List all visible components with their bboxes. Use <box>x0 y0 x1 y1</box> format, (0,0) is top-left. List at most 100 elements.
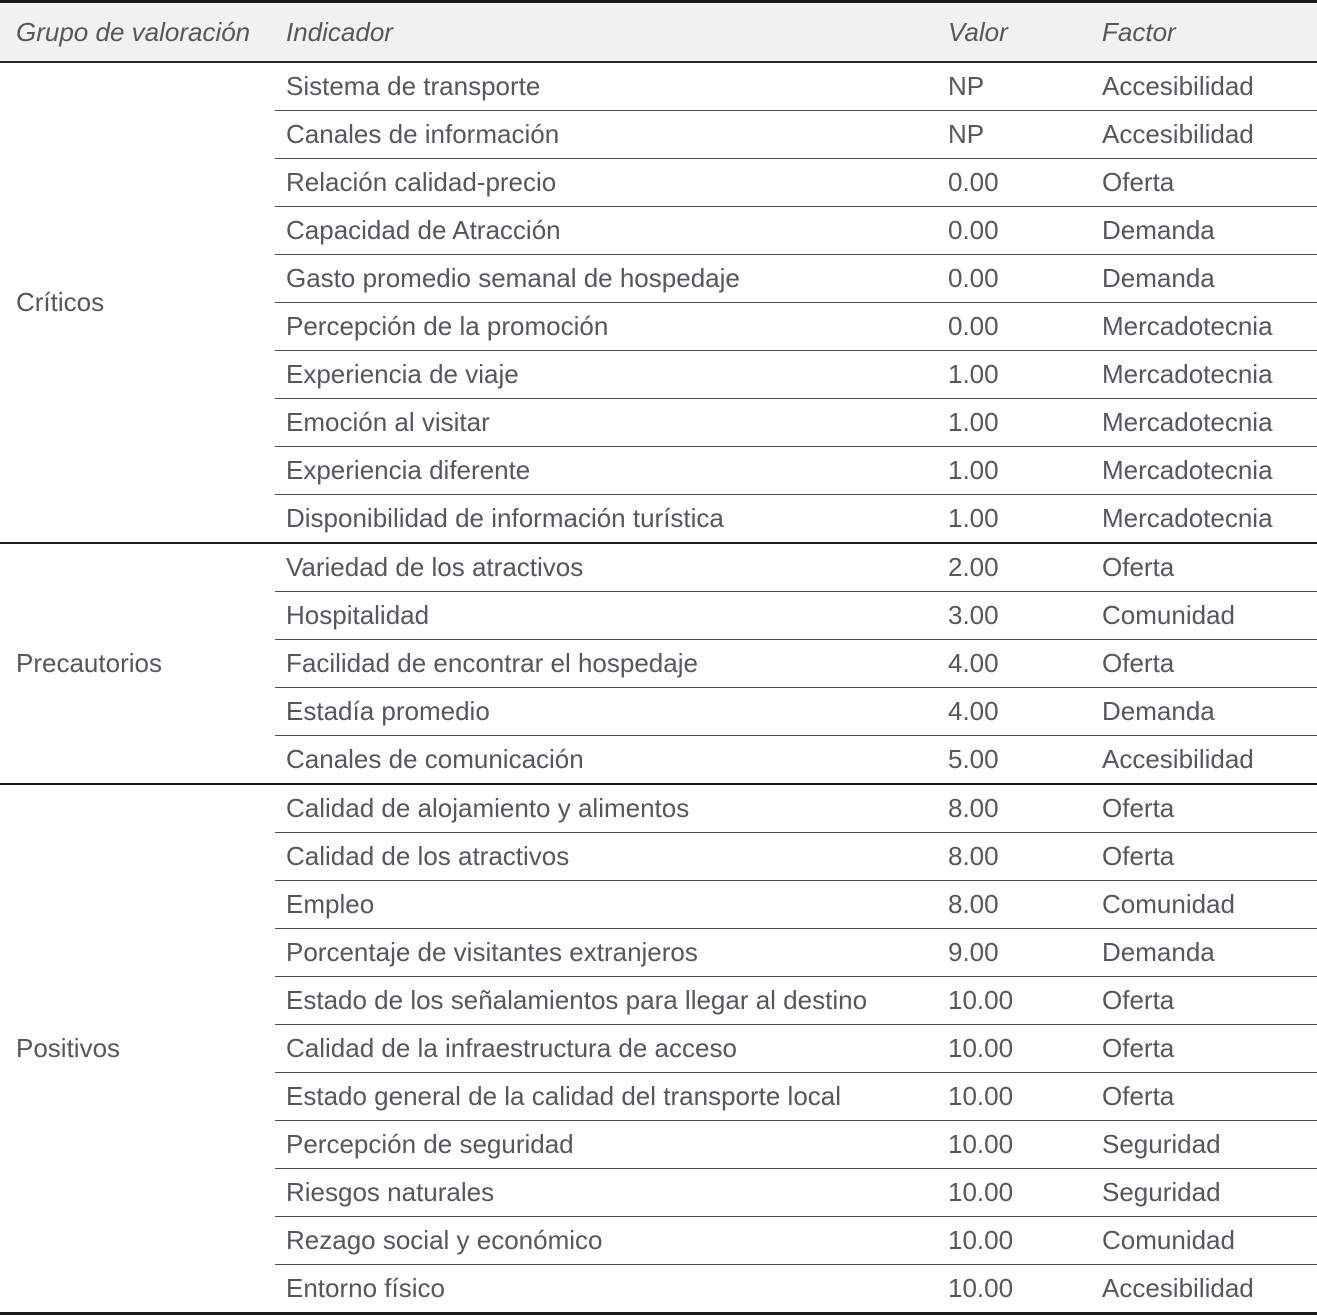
factor-cell: Mercadotecnia <box>1090 446 1317 495</box>
indicator-cell: Porcentaje de visitantes extranjeros <box>275 928 935 977</box>
factor-cell: Mercadotecnia <box>1090 398 1317 447</box>
indicator-cell: Hospitalidad <box>275 591 935 640</box>
factor-cell: Comunidad <box>1090 880 1317 929</box>
table-row: Emoción al visitar 1.00 Mercadotecnia <box>0 398 1317 447</box>
valor-cell: 1.00 <box>935 494 1090 544</box>
factor-cell: Oferta <box>1090 784 1317 833</box>
valor-cell: 10.00 <box>935 1120 1090 1169</box>
table-row: Calidad de los atractivos 8.00 Oferta <box>0 832 1317 881</box>
indicator-cell: Percepción de la promoción <box>275 302 935 351</box>
factor-cell: Comunidad <box>1090 1216 1317 1265</box>
factor-cell: Oferta <box>1090 832 1317 881</box>
table-row: Canales de comunicación 5.00 Accesibilidad <box>0 735 1317 785</box>
group-label-precautorios: Precautorios <box>0 543 275 785</box>
indicator-cell: Estado general de la calidad del transpo… <box>275 1072 935 1121</box>
table-row: Riesgos naturales 10.00 Seguridad <box>0 1168 1317 1217</box>
valor-cell: NP <box>935 62 1090 111</box>
table-row: Positivos Calidad de alojamiento y alimen… <box>0 784 1317 1315</box>
indicator-cell: Disponibilidad de información turística <box>275 494 935 544</box>
indicator-cell: Sistema de transporte <box>275 62 935 111</box>
indicator-cell: Rezago social y económico <box>275 1216 935 1265</box>
table-row: Gasto promedio semanal de hospedaje 0.00 D… <box>0 254 1317 303</box>
group-label-positivos: Positivos <box>0 784 275 1315</box>
indicator-cell: Calidad de alojamiento y alimentos <box>275 784 935 833</box>
indicator-cell: Estado de los señalamientos para llegar … <box>275 976 935 1025</box>
indicator-cell: Experiencia diferente <box>275 446 935 495</box>
column-header-indicador: Indicador <box>275 1 935 63</box>
indicator-cell: Gasto promedio semanal de hospedaje <box>275 254 935 303</box>
factor-cell: Oferta <box>1090 543 1317 592</box>
indicator-cell: Emoción al visitar <box>275 398 935 447</box>
factor-cell: Oferta <box>1090 639 1317 688</box>
valor-cell: 8.00 <box>935 784 1090 833</box>
factor-cell: Mercadotecnia <box>1090 494 1317 544</box>
valor-cell: 0.00 <box>935 206 1090 255</box>
valor-cell: 10.00 <box>935 1168 1090 1217</box>
valor-cell: 5.00 <box>935 735 1090 785</box>
factor-cell: Oferta <box>1090 1072 1317 1121</box>
table-row: Estado general de la calidad del transpo… <box>0 1072 1317 1121</box>
factor-cell: Mercadotecnia <box>1090 350 1317 399</box>
factor-cell: Oferta <box>1090 976 1317 1025</box>
factor-cell: Demanda <box>1090 687 1317 736</box>
table-row: Críticos Sistema de transporte NP Accesibil… <box>0 62 1317 544</box>
indicator-cell: Experiencia de viaje <box>275 350 935 399</box>
valor-cell: NP <box>935 110 1090 159</box>
table-row: Hospitalidad 3.00 Comunidad <box>0 591 1317 640</box>
valor-cell: 10.00 <box>935 1072 1090 1121</box>
indicator-cell: Percepción de seguridad <box>275 1120 935 1169</box>
indicator-cell: Variedad de los atractivos <box>275 543 935 592</box>
factor-cell: Mercadotecnia <box>1090 302 1317 351</box>
indicator-cell: Canales de comunicación <box>275 735 935 785</box>
valor-cell: 2.00 <box>935 543 1090 592</box>
table-row: Rezago social y económico 10.00 Comunidad <box>0 1216 1317 1265</box>
valor-cell: 10.00 <box>935 1024 1090 1073</box>
table-row: Capacidad de Atracción 0.00 Demanda <box>0 206 1317 255</box>
valor-cell: 10.00 <box>935 1264 1090 1315</box>
indicator-cell: Empleo <box>275 880 935 929</box>
factor-cell: Oferta <box>1090 158 1317 207</box>
indicator-cell: Facilidad de encontrar el hospedaje <box>275 639 935 688</box>
valor-cell: 0.00 <box>935 254 1090 303</box>
valor-cell: 4.00 <box>935 687 1090 736</box>
factor-cell: Seguridad <box>1090 1120 1317 1169</box>
table-row: Disponibilidad de información turística 1… <box>0 494 1317 544</box>
indicator-cell: Calidad de la infraestructura de acceso <box>275 1024 935 1073</box>
valor-cell: 10.00 <box>935 1216 1090 1265</box>
valor-cell: 1.00 <box>935 350 1090 399</box>
column-header-factor: Factor <box>1090 1 1317 63</box>
indicator-cell: Relación calidad-precio <box>275 158 935 207</box>
valor-cell: 1.00 <box>935 398 1090 447</box>
table-row: Experiencia de viaje 1.00 Mercadotecnia <box>0 350 1317 399</box>
valor-cell: 1.00 <box>935 446 1090 495</box>
factor-cell: Accesibilidad <box>1090 1264 1317 1315</box>
table-row: Experiencia diferente 1.00 Mercadotecnia <box>0 446 1317 495</box>
table-row: Percepción de la promoción 0.00 Mercadotec… <box>0 302 1317 351</box>
indicator-cell: Canales de información <box>275 110 935 159</box>
valor-cell: 10.00 <box>935 976 1090 1025</box>
factor-cell: Demanda <box>1090 928 1317 977</box>
factor-cell: Comunidad <box>1090 591 1317 640</box>
factor-cell: Oferta <box>1090 1024 1317 1073</box>
indicator-cell: Calidad de los atractivos <box>275 832 935 881</box>
valor-cell: 8.00 <box>935 832 1090 881</box>
table-row: Entorno físico 10.00 Accesibilidad <box>0 1264 1317 1315</box>
table-row: Precautorios Variedad de los atractivos 2.… <box>0 543 1317 785</box>
indicator-cell: Estadía promedio <box>275 687 935 736</box>
valor-cell: 9.00 <box>935 928 1090 977</box>
valor-cell: 0.00 <box>935 158 1090 207</box>
table-header: Grupo de valoración Indicador Valor Fact… <box>0 1 1317 63</box>
indicator-cell: Capacidad de Atracción <box>275 206 935 255</box>
valor-cell: 0.00 <box>935 302 1090 351</box>
factor-cell: Accesibilidad <box>1090 62 1317 111</box>
indicator-cell: Entorno físico <box>275 1264 935 1315</box>
group-label-críticos: Críticos <box>0 62 275 544</box>
table-row: Porcentaje de visitantes extranjeros 9.00… <box>0 928 1317 977</box>
table-row: Canales de información NP Accesibilidad <box>0 110 1317 159</box>
table-row: Calidad de la infraestructura de acceso 1… <box>0 1024 1317 1073</box>
valor-cell: 8.00 <box>935 880 1090 929</box>
table-row: Empleo 8.00 Comunidad <box>0 880 1317 929</box>
factor-cell: Accesibilidad <box>1090 110 1317 159</box>
